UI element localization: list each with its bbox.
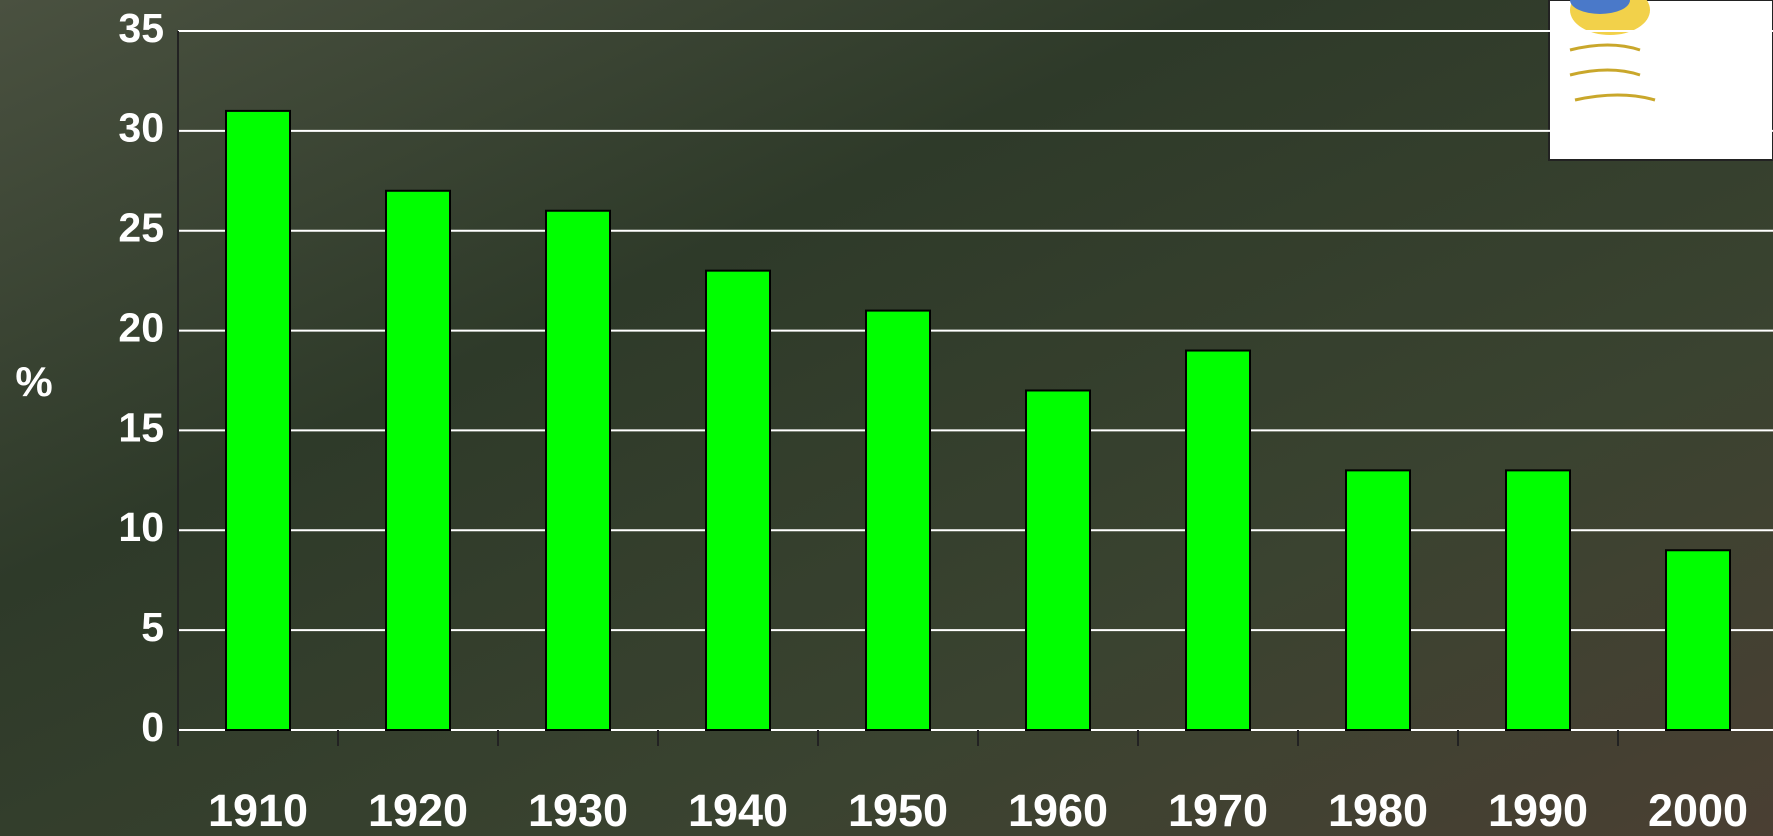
bar [705, 269, 771, 731]
bar [1505, 469, 1571, 731]
y-tick-label: 20 [118, 304, 164, 350]
x-tick-label: 1990 [1488, 785, 1588, 836]
y-tick-label: 35 [118, 5, 164, 51]
y-tick-label: 0 [141, 704, 164, 750]
x-tick-label: 1920 [368, 785, 468, 836]
bar [1345, 469, 1411, 731]
bar [545, 209, 611, 731]
y-tick-label: 5 [141, 604, 164, 650]
logo [1548, 0, 1773, 161]
bar [1185, 349, 1251, 731]
x-tick-label: 1960 [1008, 785, 1108, 836]
bar [1665, 549, 1731, 731]
bar [225, 109, 291, 731]
y-tick-label: 30 [118, 105, 164, 151]
y-tick-label: 25 [118, 205, 164, 251]
x-tick-label: 1910 [208, 785, 308, 836]
x-tick-label: 2000 [1648, 785, 1748, 836]
x-tick-label: 1950 [848, 785, 948, 836]
y-tick-label: 10 [118, 504, 164, 550]
y-tick-label: 15 [118, 404, 164, 450]
bar [1025, 389, 1091, 731]
bar [385, 189, 451, 731]
x-tick-label: 1980 [1328, 785, 1428, 836]
x-tick-label: 1940 [688, 785, 788, 836]
bar [865, 309, 931, 731]
x-tick-label: 1970 [1168, 785, 1268, 836]
x-tick-label: 1930 [528, 785, 628, 836]
y-axis-label: % [15, 358, 52, 405]
